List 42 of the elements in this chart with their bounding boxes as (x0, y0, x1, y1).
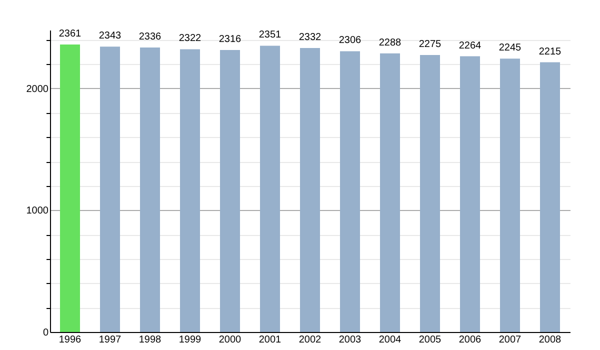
y-tick-label: 1000 (26, 206, 49, 217)
bar (540, 62, 560, 332)
data-label: 2288 (378, 37, 402, 48)
bar (220, 50, 240, 332)
data-label: 2336 (138, 32, 162, 43)
x-tick-label: 2002 (298, 334, 322, 346)
bar (60, 44, 80, 332)
bar (140, 48, 160, 332)
x-tick-label: 2000 (218, 334, 242, 346)
data-label: 2215 (538, 46, 562, 58)
x-tick-label: 2007 (498, 334, 522, 346)
data-label: 2332 (298, 32, 322, 44)
data-label: 2322 (178, 33, 202, 44)
bar (500, 58, 520, 332)
bar (340, 51, 360, 332)
bar (180, 49, 200, 332)
y-tick-label: 0 (42, 328, 49, 338)
data-label: 2275 (418, 38, 442, 50)
x-tick-label: 2003 (338, 334, 362, 346)
x-tick-label: 1996 (58, 334, 82, 346)
x-tick-label: 2008 (538, 334, 562, 346)
y-tick-label: 2000 (26, 84, 49, 95)
bar (460, 56, 480, 332)
bar (300, 48, 320, 332)
data-label: 2306 (338, 35, 362, 46)
data-label: 2361 (58, 28, 82, 40)
bar (260, 46, 280, 332)
x-tick-label: 2004 (378, 334, 402, 346)
x-tick-label: 1997 (98, 334, 122, 346)
bar (420, 54, 440, 332)
bar (380, 53, 400, 332)
x-tick-label: 2001 (258, 334, 282, 346)
data-label: 2343 (98, 30, 122, 42)
data-label: 2245 (498, 42, 522, 54)
bar (100, 46, 120, 332)
data-label: 2264 (458, 40, 482, 52)
x-tick-label: 2006 (458, 334, 482, 346)
x-tick-label: 1999 (178, 334, 202, 346)
data-label: 2316 (218, 34, 242, 45)
x-tick-label: 1998 (138, 334, 162, 346)
data-label: 2351 (258, 30, 282, 41)
x-tick-label: 2005 (418, 334, 442, 346)
